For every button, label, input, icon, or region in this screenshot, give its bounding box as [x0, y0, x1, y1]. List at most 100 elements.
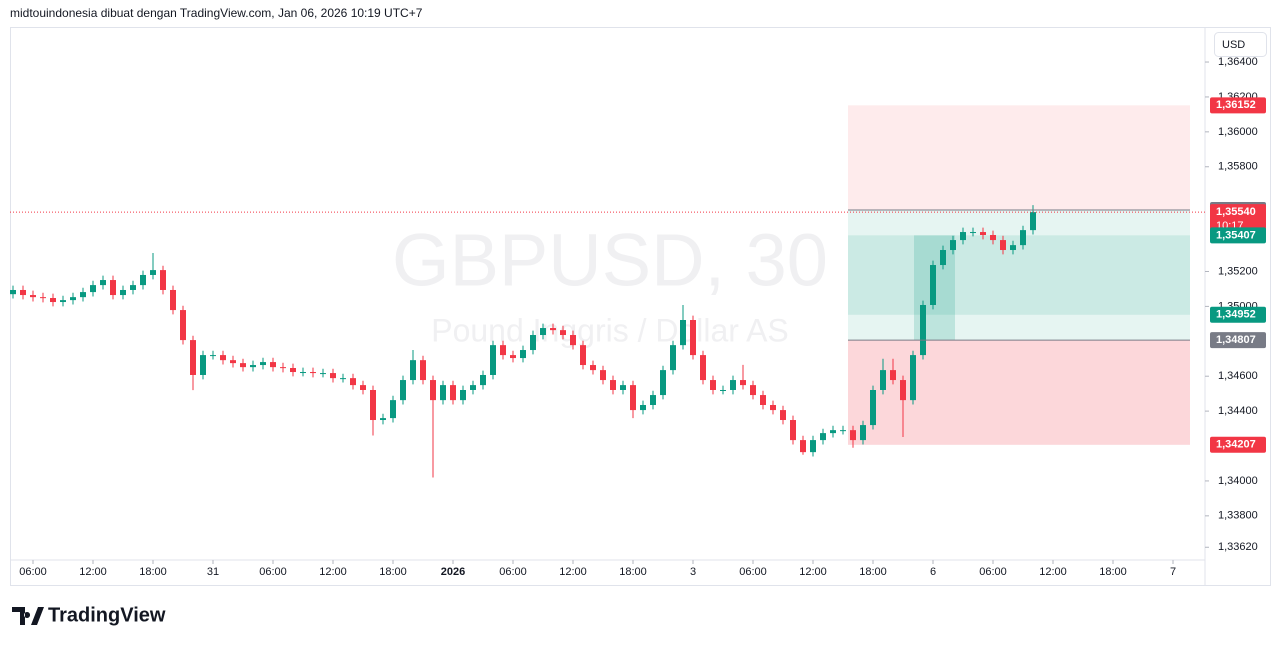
y-tick-label: 1,34400 [1218, 405, 1258, 417]
candle-body [770, 405, 776, 411]
candle-body [950, 240, 956, 251]
candle-body [540, 328, 546, 336]
candle-body [830, 430, 836, 434]
candle-body [760, 395, 766, 406]
candles [10, 205, 1036, 478]
candle-body [260, 362, 266, 366]
position-zone [848, 235, 1190, 315]
candle-body [30, 295, 36, 298]
candle-body [60, 300, 66, 303]
candle-body [460, 389, 466, 401]
currency-label[interactable]: USD [1222, 39, 1245, 51]
brand-name: TradingView [48, 604, 166, 626]
x-tick-label: 18:00 [859, 566, 887, 578]
candle-body [300, 372, 306, 374]
position-zone [848, 210, 1190, 341]
candle-body [670, 345, 676, 371]
candle-body [180, 310, 186, 341]
candle-body [100, 280, 106, 286]
watermark-subtitle: Pound Inggris / Dollar AS [431, 312, 789, 348]
x-tick-label: 06:00 [499, 566, 527, 578]
candle-body [750, 385, 756, 396]
candle-body [580, 345, 586, 366]
x-tick-label: 31 [207, 566, 219, 578]
candle-body [380, 418, 386, 421]
candle-body [560, 330, 566, 336]
y-tick-label: 1,35200 [1218, 265, 1258, 277]
candle-body [930, 265, 936, 305]
brand-icon [12, 607, 44, 625]
watermark-title: GBPUSD, 30 [392, 219, 828, 302]
x-tick-label: 12:00 [319, 566, 347, 578]
candle-body [250, 365, 256, 368]
candle-body [640, 405, 646, 411]
candle-body [200, 355, 206, 375]
candle-body [490, 345, 496, 375]
x-tick-label: 12:00 [559, 566, 587, 578]
price-label-box [1210, 306, 1266, 323]
x-tick-label: 18:00 [379, 566, 407, 578]
candle-body [190, 340, 196, 375]
candle-body [680, 320, 686, 346]
y-tick-label: 1,34000 [1218, 475, 1258, 487]
axes: 1,364001,362001,360001,358001,352001,350… [10, 56, 1266, 578]
price-label-box [1210, 204, 1266, 235]
candle-body [730, 380, 736, 390]
candle-body [970, 232, 976, 234]
x-tick-label: 18:00 [139, 566, 167, 578]
y-tick-label: 1,34600 [1218, 370, 1258, 382]
candle-body [280, 367, 286, 369]
candle-body [600, 370, 606, 381]
x-tick-label: 06:00 [259, 566, 287, 578]
price-label: 1,34807 [1216, 334, 1256, 346]
x-tick-label: 3 [690, 566, 696, 578]
y-tick-label: 1,36000 [1218, 126, 1258, 138]
candle-body [870, 389, 876, 426]
candle-body [910, 355, 916, 401]
candle-body [980, 232, 986, 236]
candle-body [710, 380, 716, 390]
candle-body [80, 292, 86, 298]
x-tick-label: 18:00 [1099, 566, 1127, 578]
currency-button[interactable] [1214, 32, 1267, 57]
candle-body [740, 380, 746, 386]
price-label-box [1210, 332, 1266, 349]
candle-body [1030, 212, 1036, 231]
x-tick-label: 7 [1170, 566, 1176, 578]
header: midtouindonesia dibuat dengan TradingVie… [10, 6, 423, 20]
candle-body [420, 360, 426, 381]
candle-body [110, 280, 116, 296]
candle-body [620, 385, 626, 390]
candle-body [800, 440, 806, 453]
candle-body [90, 285, 96, 293]
x-tick-label: 12:00 [799, 566, 827, 578]
candle-body [220, 355, 226, 361]
candle-body [410, 360, 416, 381]
candle-body [320, 373, 326, 375]
candle-body [660, 370, 666, 396]
candle-body [230, 360, 236, 364]
candle-body [330, 373, 336, 379]
x-tick-label: 2026 [441, 566, 465, 578]
candle-body [310, 372, 316, 374]
candle-body [990, 235, 996, 241]
candle-body [500, 345, 506, 356]
price-label: 1,34207 [1216, 439, 1256, 451]
x-tick-label: 06:00 [979, 566, 1007, 578]
candle-body [550, 328, 556, 331]
position-zone [848, 340, 1190, 445]
candle-body [480, 374, 486, 386]
candle-body [70, 297, 76, 301]
candle-body [20, 289, 26, 296]
candle-body [470, 385, 476, 390]
candle-body [290, 368, 296, 373]
position-zone [848, 105, 1190, 211]
candle-body [10, 289, 16, 295]
x-tick-label: 12:00 [79, 566, 107, 578]
candle-body [390, 400, 396, 419]
candle-body [860, 425, 866, 441]
x-tick-label: 06:00 [19, 566, 47, 578]
candle-body [530, 335, 536, 351]
candle-body [1020, 230, 1026, 246]
candle-body [920, 304, 926, 356]
